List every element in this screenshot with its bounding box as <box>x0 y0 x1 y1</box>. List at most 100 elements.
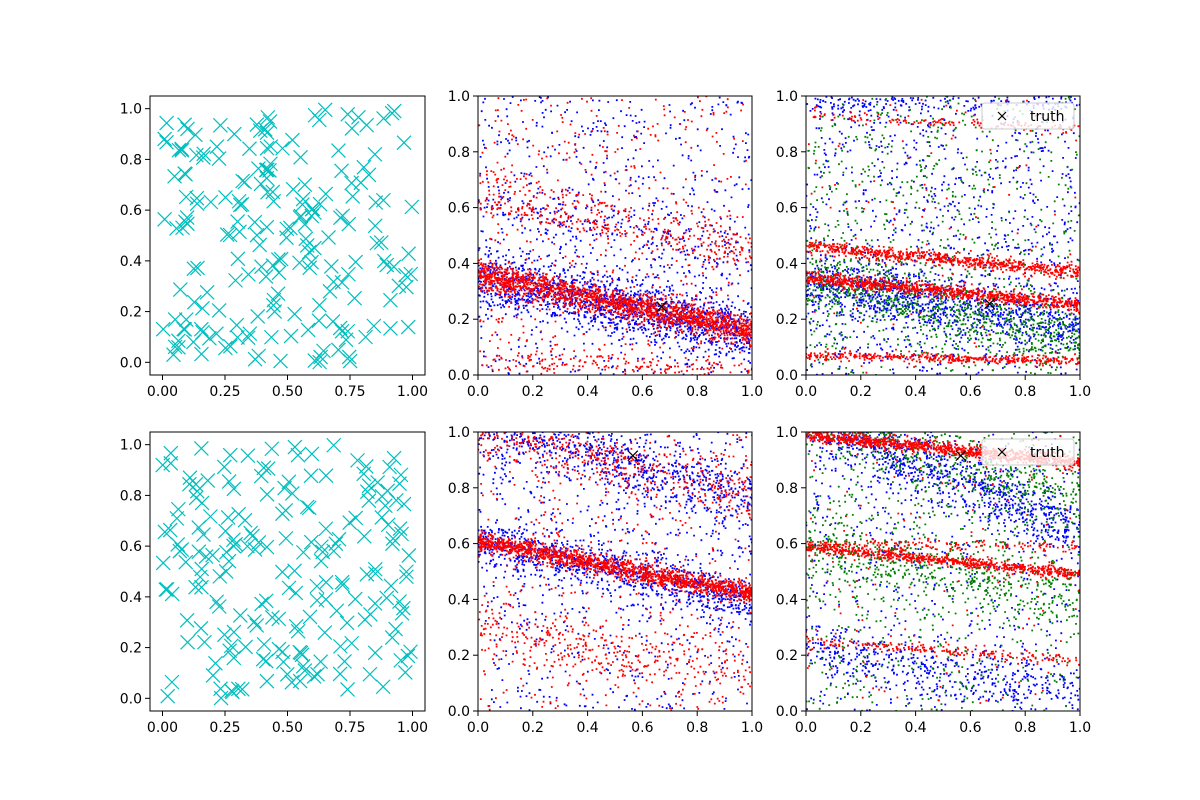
x-marker <box>191 520 207 535</box>
x-marker <box>222 227 238 243</box>
y-tick-label: 0.2 <box>448 648 470 664</box>
y-tick-label: 0.8 <box>776 481 798 497</box>
x-marker <box>380 483 395 499</box>
x-marker <box>304 208 320 224</box>
x-marker <box>312 297 327 313</box>
x-marker <box>267 304 283 319</box>
x-tick-label: 0.6 <box>959 720 981 736</box>
x-marker <box>218 563 234 579</box>
series-3 <box>955 450 967 462</box>
x-marker <box>253 176 269 192</box>
x-marker <box>229 317 245 333</box>
x-marker <box>347 290 363 306</box>
x-marker <box>383 578 399 594</box>
x-marker <box>240 538 255 554</box>
x-marker <box>257 121 273 137</box>
x-marker <box>194 346 209 362</box>
y-tick-label: 0.0 <box>776 704 798 720</box>
x-tick-label: 0.0 <box>467 384 489 400</box>
x-tick-label: 0.8 <box>686 384 708 400</box>
x-marker <box>197 634 212 650</box>
x-marker <box>222 338 238 354</box>
x-tick-label: 0.0 <box>467 720 489 736</box>
x-marker <box>303 468 319 484</box>
x-marker <box>194 579 209 595</box>
y-tick-label: 0.6 <box>448 537 470 553</box>
x-marker <box>158 582 174 597</box>
x-marker <box>247 214 263 230</box>
x-marker <box>238 639 254 655</box>
series-0 <box>155 102 420 370</box>
x-marker <box>240 448 256 464</box>
x-marker <box>232 607 248 623</box>
y-tick-label: 0.0 <box>448 704 470 720</box>
x-marker <box>211 599 227 614</box>
x-marker <box>292 673 308 689</box>
y-tick-label: 0.8 <box>120 152 142 168</box>
x-tick-label: 0.2 <box>850 384 872 400</box>
x-marker <box>312 196 328 212</box>
scatter-points <box>806 96 1080 375</box>
y-tick-label: 0.2 <box>448 312 470 328</box>
x-marker <box>403 644 418 660</box>
x-marker <box>277 480 292 496</box>
x-marker <box>174 141 190 157</box>
x-marker <box>278 503 294 518</box>
y-tick-label: 0.4 <box>448 256 470 272</box>
x-marker <box>322 283 338 299</box>
x-tick-label: 0.25 <box>209 720 240 736</box>
x-marker <box>221 553 237 569</box>
x-marker <box>194 495 210 511</box>
x-marker <box>288 585 304 601</box>
x-marker <box>209 594 225 610</box>
x-marker <box>367 146 383 162</box>
x-marker <box>179 216 195 232</box>
x-marker <box>249 617 265 633</box>
x-marker <box>338 332 354 348</box>
scatter-points <box>478 432 752 711</box>
x-marker <box>164 674 180 690</box>
x-marker <box>385 531 401 547</box>
x-marker <box>331 531 347 547</box>
x-marker <box>212 568 228 584</box>
truth-marker <box>984 298 996 310</box>
x-marker <box>294 647 310 663</box>
x-marker <box>382 459 398 475</box>
y-tick-label: 0.6 <box>776 201 798 217</box>
x-marker <box>300 322 316 338</box>
x-marker <box>241 267 256 282</box>
x-marker <box>216 459 232 475</box>
legend-label: truth <box>1030 445 1064 461</box>
x-marker <box>302 260 318 276</box>
x-marker <box>259 486 275 502</box>
x-marker <box>392 476 407 492</box>
x-marker <box>205 668 221 683</box>
x-marker <box>200 473 216 488</box>
legend-box <box>981 102 1075 130</box>
x-tick-label: 0.6 <box>631 720 653 736</box>
x-marker <box>209 139 225 155</box>
x-marker <box>222 447 238 463</box>
plot-area <box>478 96 752 375</box>
series-3 <box>984 298 996 310</box>
x-marker <box>403 266 419 282</box>
x-marker <box>240 330 256 346</box>
x-marker <box>221 474 237 489</box>
x-marker <box>345 189 361 204</box>
x-marker <box>294 197 310 212</box>
x-marker <box>171 142 187 158</box>
x-marker <box>224 683 240 699</box>
x-marker <box>170 501 186 517</box>
x-marker <box>332 666 348 682</box>
y-tick-label: 0.6 <box>776 537 798 553</box>
x-marker <box>312 354 328 370</box>
y-tick-label: 0.2 <box>776 312 798 328</box>
x-marker <box>340 106 356 122</box>
x-marker <box>326 274 341 290</box>
x-tick-label: 0.2 <box>522 384 544 400</box>
x-marker <box>275 654 291 670</box>
x-marker <box>297 177 313 193</box>
x-marker <box>362 666 378 682</box>
x-marker <box>180 121 195 137</box>
x-marker <box>191 544 207 560</box>
